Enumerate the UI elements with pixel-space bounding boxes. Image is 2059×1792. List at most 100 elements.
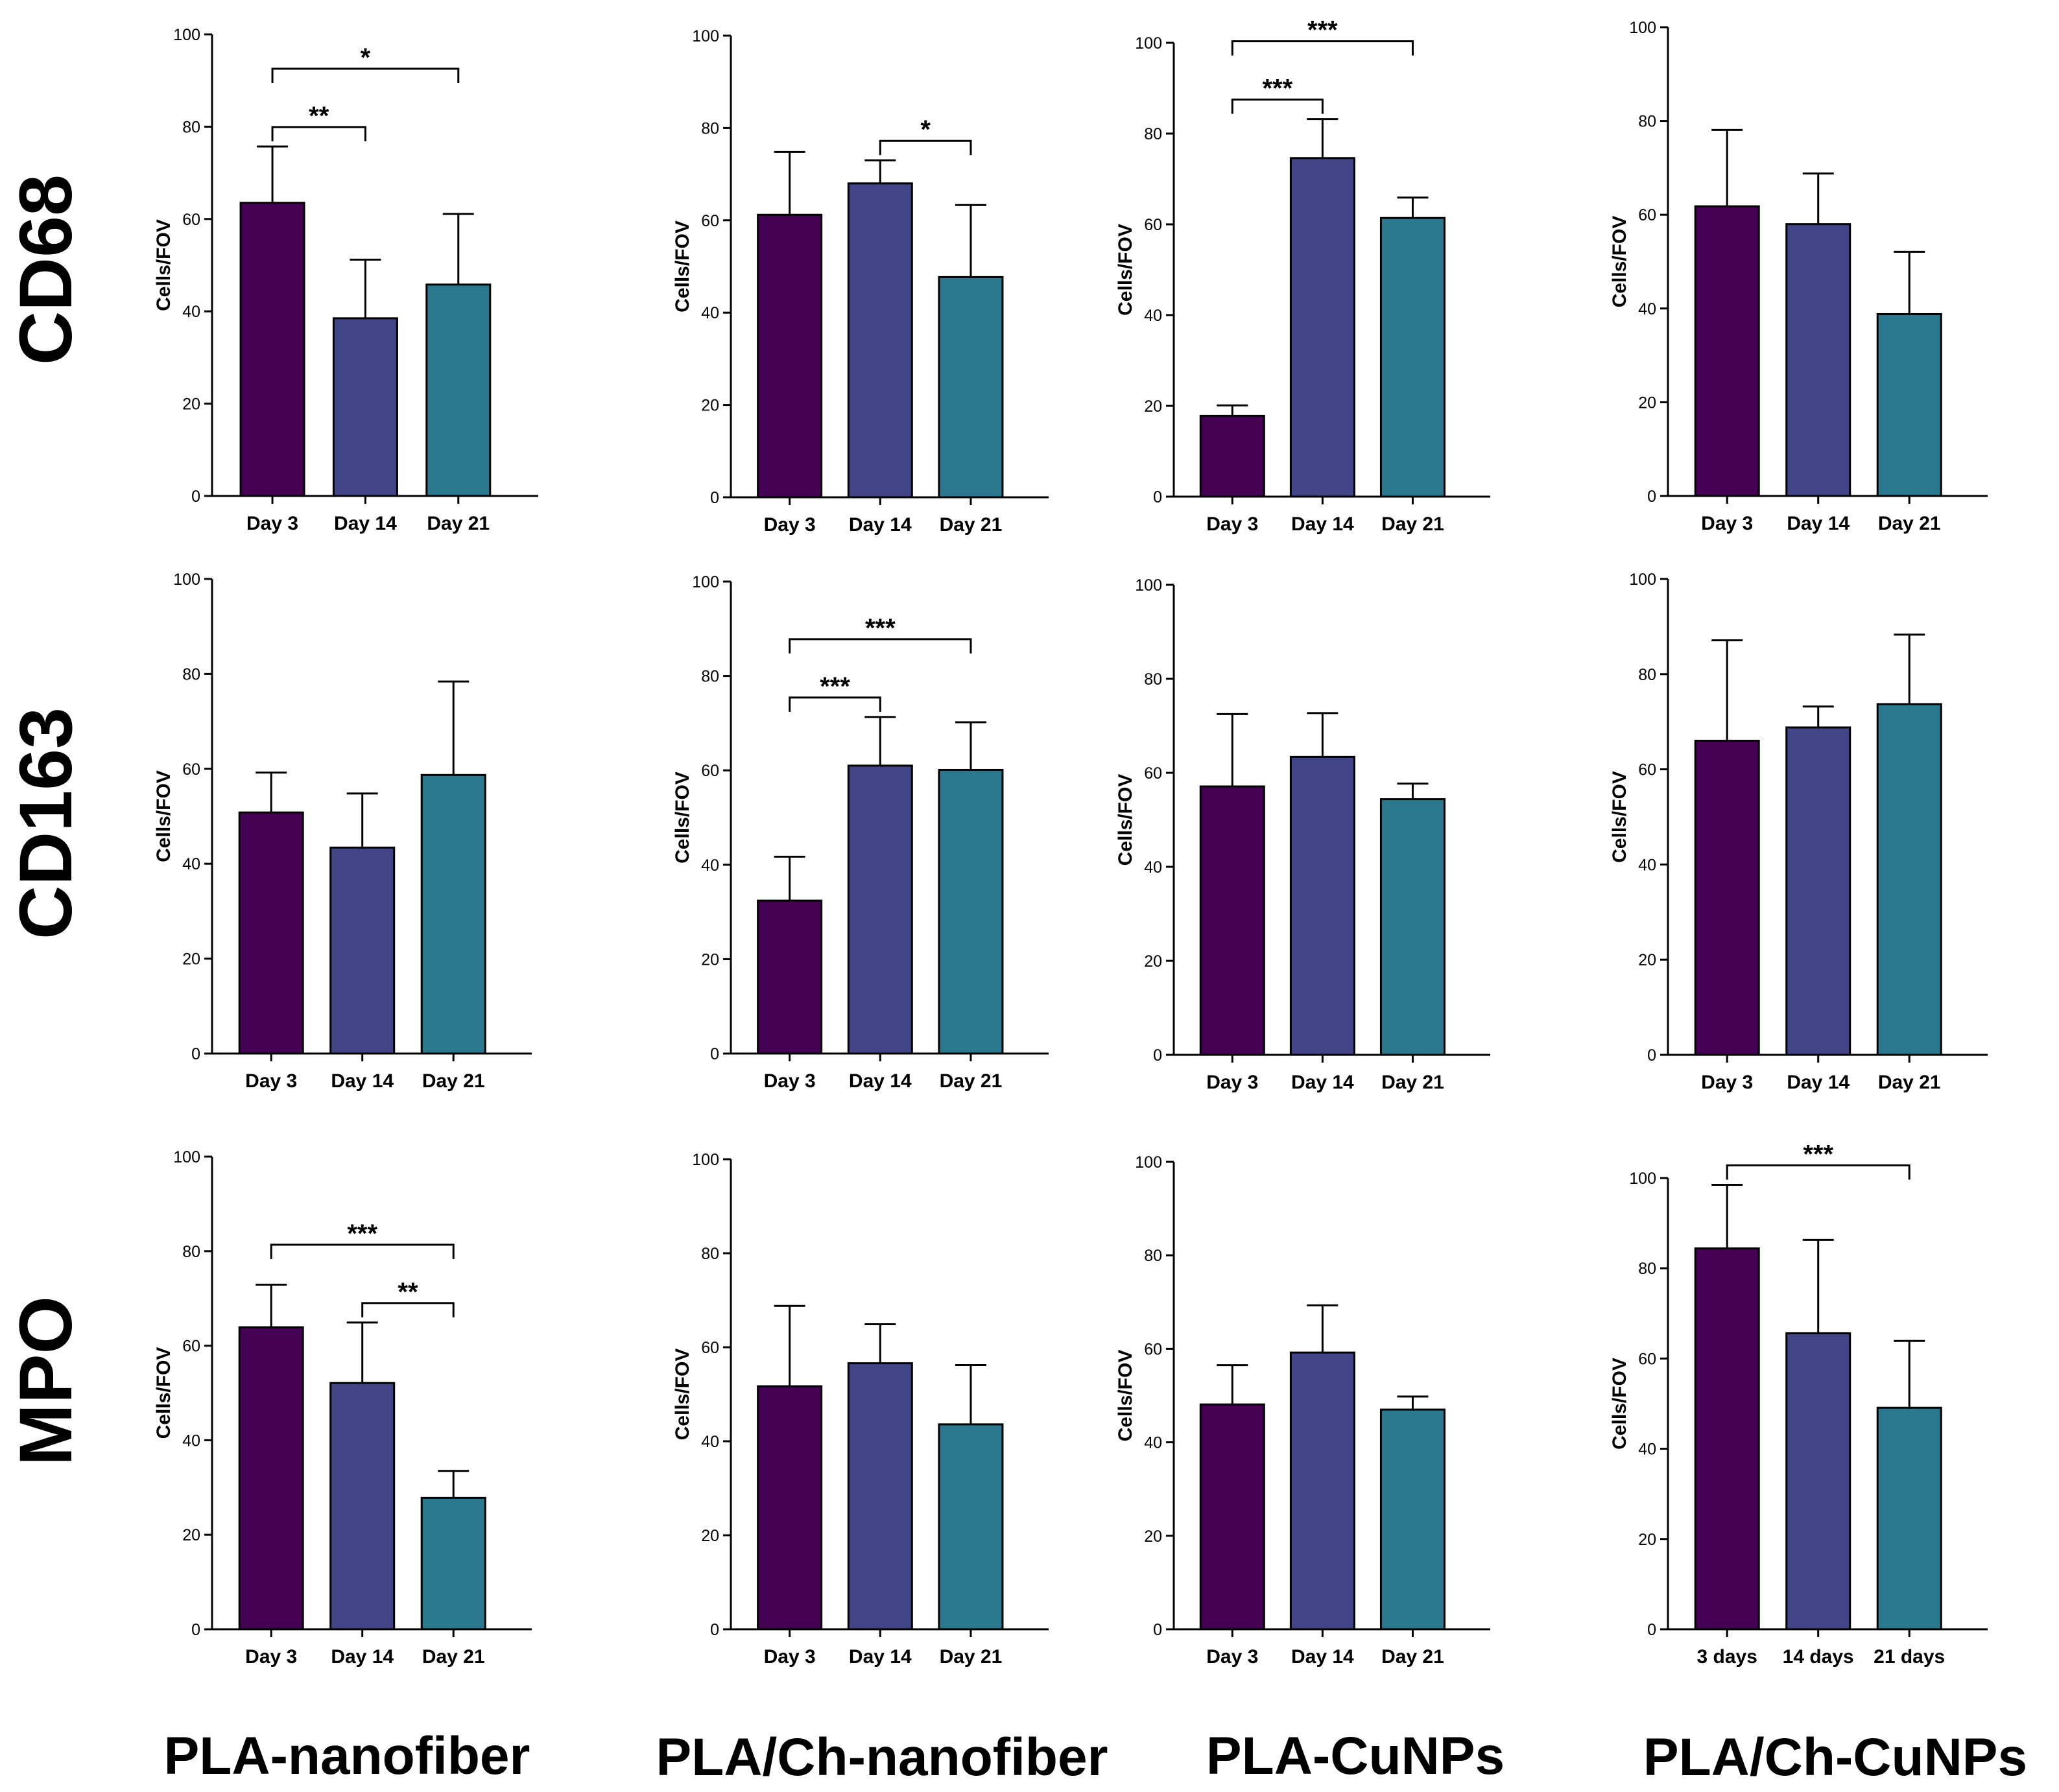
bar-3 [1876,703,1942,1056]
y-axis-label: Cells/FOV [1609,216,1630,308]
category-label: Day 21 [940,514,1003,536]
y-tick-label: 80 [182,1243,200,1261]
bar-3 [1876,312,1942,497]
category-label: Day 21 [1878,1072,1941,1093]
category-label: Day 3 [245,1646,297,1668]
y-tick-label: 100 [173,571,200,589]
y-axis-label: Cells/FOV [672,1349,693,1441]
y-tick-label: 40 [1144,307,1162,325]
row-label-cd68: CD68 [5,174,88,365]
bar-2 [329,846,396,1055]
category-label: Day 3 [245,1070,297,1092]
significance-bracket [271,126,366,142]
significance-label: *** [820,672,850,701]
y-tick-label: 100 [1135,34,1162,53]
column-label-pla-ch-nanofiber: PLA/Ch-nanofiber [656,1728,1108,1787]
y-tick-label: 0 [191,1045,200,1063]
bar-2 [332,317,398,497]
y-tick-label: 100 [1629,19,1656,37]
y-tick-label: 100 [173,26,200,44]
y-tick-label: 100 [1629,1170,1656,1188]
y-tick-label: 0 [191,488,200,506]
y-tick-label: 80 [701,119,719,137]
significance-label: *** [1307,16,1338,45]
y-tick-label: 100 [692,1151,719,1169]
category-label: 3 days [1697,1646,1757,1668]
y-tick-label: 20 [1144,1527,1162,1546]
bar-2 [1785,1332,1851,1631]
y-tick-label: 0 [1153,1046,1162,1065]
y-tick-label: 0 [191,1621,200,1639]
category-label: Day 21 [422,1646,485,1668]
bar-3 [1379,798,1446,1056]
chart-panel-cd68-pla-ch-cunps: Cells/FOV 0 20 40 60 80 100 Day 3 Day 14 Day 21 [1609,19,1988,534]
significance-label: *** [347,1220,377,1248]
y-tick-label: 40 [1144,1434,1162,1452]
y-tick-label: 100 [1135,1153,1162,1172]
y-tick-label: 80 [1638,666,1656,684]
category-label: Day 3 [764,514,816,536]
category-label: Day 3 [764,1070,816,1092]
chart-panel-cd163-pla-cunps: Cells/FOV 0 20 40 60 80 100 Day 3 Day 14 Day 21 [1115,576,1490,1093]
y-tick-label: 40 [182,1432,200,1450]
y-axis-label: Cells/FOV [153,770,174,862]
bar-1 [239,202,305,497]
y-tick-label: 20 [1638,951,1656,969]
bar-1 [1199,785,1265,1056]
chart-panel-cd163-pla-nanofiber: Cells/FOV 0 20 40 60 80 100 Day 3 Day 14 Day 21 [153,571,532,1092]
chart-panel-cd163-pla-ch-nanofiber: Cells/FOV 0 20 40 60 80 100 Day 3 Day 14 Day 21 **… [672,573,1049,1092]
significance-bracket [789,696,881,712]
y-tick-label: 80 [701,668,719,686]
y-axis-label: Cells/FOV [672,220,693,312]
y-axis-label: Cells/FOV [1115,224,1136,316]
y-tick-label: 0 [1647,1046,1656,1065]
bar-2 [847,1362,913,1631]
category-label: Day 14 [849,1070,912,1092]
column-label-pla-cunps: PLA-CuNPs [1206,1727,1505,1786]
y-tick-label: 0 [710,489,719,507]
y-tick-label: 80 [182,118,200,136]
category-label: Day 21 [1381,1646,1444,1668]
significance-bracket [789,638,972,654]
row-label-cd163: CD163 [5,707,88,939]
y-tick-label: 20 [182,395,200,414]
bar-3 [938,768,1004,1055]
y-tick-label: 0 [1647,488,1656,506]
bar-2 [847,764,913,1055]
bar-3 [1379,217,1446,498]
y-tick-label: 40 [701,1433,719,1451]
chart-panel-mpo-pla-ch-cunps: Cells/FOV 0 20 40 60 80 100 3 days 14 days 21 day… [1609,1140,1988,1668]
y-axis-label: Cells/FOV [1609,771,1630,863]
bar-3 [938,1423,1004,1631]
category-label: Day 14 [1291,1072,1354,1093]
category-label: Day 3 [1206,1072,1258,1093]
y-tick-label: 80 [1638,1260,1656,1278]
y-axis-label: Cells/FOV [1115,1350,1136,1442]
y-tick-label: 80 [1144,1247,1162,1265]
category-label: Day 14 [1787,513,1850,534]
bar-2 [1289,755,1355,1056]
category-label: Day 21 [940,1646,1003,1668]
bar-1 [757,1385,823,1631]
bar-2 [1289,1351,1355,1631]
bar-3 [1379,1408,1446,1631]
bar-1 [238,1326,304,1631]
category-label: Day 21 [940,1070,1003,1092]
bar-1 [238,811,304,1055]
bar-1 [1694,1247,1760,1631]
bar-1 [1694,740,1760,1056]
bar-3 [1876,1406,1942,1631]
category-label: 14 days [1783,1646,1854,1668]
y-tick-label: 20 [1638,1531,1656,1549]
y-tick-label: 40 [1144,858,1162,877]
y-tick-label: 60 [701,1339,719,1357]
y-tick-label: 0 [710,1045,719,1063]
significance-bracket [270,1244,455,1259]
y-tick-label: 20 [701,950,719,969]
y-tick-label: 80 [701,1245,719,1263]
category-label: Day 14 [331,1646,394,1668]
y-tick-label: 80 [182,665,200,683]
category-label: Day 21 [1878,513,1941,534]
row-label-mpo: MPO [5,1296,88,1466]
y-tick-label: 0 [1153,488,1162,506]
